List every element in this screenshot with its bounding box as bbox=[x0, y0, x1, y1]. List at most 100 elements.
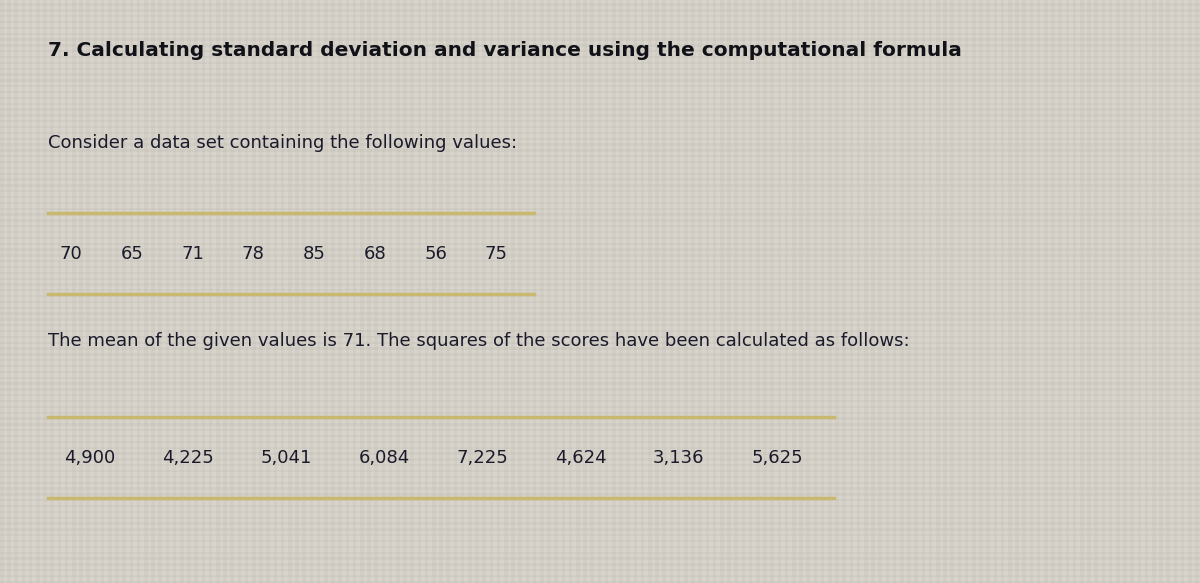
Bar bbox=[202, 0, 205, 583]
Bar bbox=[0, 575, 1200, 577]
Bar bbox=[0, 120, 1200, 122]
Bar bbox=[0, 505, 1200, 507]
Bar bbox=[677, 0, 680, 583]
Text: 70: 70 bbox=[60, 245, 83, 262]
Bar bbox=[583, 0, 587, 583]
Bar bbox=[1174, 0, 1177, 583]
Bar bbox=[0, 219, 1200, 222]
Bar bbox=[569, 0, 572, 583]
Bar bbox=[1044, 0, 1048, 583]
Bar bbox=[0, 482, 1200, 484]
Text: 65: 65 bbox=[120, 245, 143, 262]
Bar bbox=[0, 225, 1200, 227]
Bar bbox=[1102, 0, 1105, 583]
Bar bbox=[0, 493, 1200, 496]
Bar bbox=[86, 0, 90, 583]
Bar bbox=[259, 0, 263, 583]
Bar bbox=[0, 353, 1200, 356]
Bar bbox=[900, 0, 904, 583]
Bar bbox=[50, 0, 54, 583]
Bar bbox=[158, 0, 162, 583]
Bar bbox=[1109, 0, 1112, 583]
Bar bbox=[266, 0, 270, 583]
Bar bbox=[0, 155, 1200, 157]
Bar bbox=[0, 330, 1200, 332]
Text: 85: 85 bbox=[302, 245, 325, 262]
Bar bbox=[0, 38, 1200, 41]
Bar bbox=[425, 0, 428, 583]
Bar bbox=[0, 44, 1200, 47]
Bar bbox=[734, 0, 738, 583]
Bar bbox=[0, 435, 1200, 437]
Bar bbox=[0, 400, 1200, 402]
Bar bbox=[518, 0, 522, 583]
Bar bbox=[0, 73, 1200, 76]
Bar bbox=[835, 0, 839, 583]
Bar bbox=[0, 388, 1200, 391]
Bar bbox=[223, 0, 227, 583]
Bar bbox=[641, 0, 644, 583]
Bar bbox=[814, 0, 817, 583]
Bar bbox=[0, 62, 1200, 64]
Bar bbox=[0, 307, 1200, 309]
Bar bbox=[0, 342, 1200, 344]
Bar bbox=[252, 0, 256, 583]
Bar bbox=[0, 132, 1200, 134]
Text: 6,084: 6,084 bbox=[359, 449, 409, 466]
Bar bbox=[792, 0, 796, 583]
Bar bbox=[0, 312, 1200, 315]
Bar bbox=[1145, 0, 1148, 583]
Bar bbox=[0, 126, 1200, 128]
Bar bbox=[194, 0, 198, 583]
Text: 71: 71 bbox=[181, 245, 204, 262]
Bar bbox=[0, 143, 1200, 146]
Bar bbox=[511, 0, 515, 583]
Bar bbox=[0, 534, 1200, 536]
Bar bbox=[1094, 0, 1098, 583]
Bar bbox=[886, 0, 889, 583]
Text: 78: 78 bbox=[242, 245, 265, 262]
Bar bbox=[0, 9, 1200, 12]
Bar bbox=[0, 103, 1200, 105]
Bar bbox=[0, 266, 1200, 268]
Bar bbox=[446, 0, 450, 583]
Bar bbox=[0, 295, 1200, 297]
Bar bbox=[590, 0, 594, 583]
Bar bbox=[418, 0, 421, 583]
Bar bbox=[0, 557, 1200, 560]
Bar bbox=[0, 91, 1200, 93]
Bar bbox=[130, 0, 133, 583]
Bar bbox=[0, 202, 1200, 204]
Bar bbox=[0, 406, 1200, 408]
Bar bbox=[713, 0, 716, 583]
Bar bbox=[0, 546, 1200, 548]
Bar bbox=[634, 0, 637, 583]
Bar bbox=[29, 0, 32, 583]
Bar bbox=[389, 0, 392, 583]
Text: The mean of the given values is 71. The squares of the scores have been calculat: The mean of the given values is 71. The … bbox=[48, 332, 910, 350]
Bar bbox=[187, 0, 191, 583]
Bar bbox=[0, 27, 1200, 29]
Bar bbox=[799, 0, 803, 583]
Bar bbox=[0, 324, 1200, 326]
Bar bbox=[0, 97, 1200, 99]
Bar bbox=[562, 0, 565, 583]
Bar bbox=[943, 0, 947, 583]
Bar bbox=[0, 190, 1200, 192]
Bar bbox=[1195, 0, 1199, 583]
Bar bbox=[0, 365, 1200, 367]
Bar bbox=[821, 0, 824, 583]
Bar bbox=[1116, 0, 1120, 583]
Bar bbox=[871, 0, 875, 583]
Bar bbox=[0, 0, 4, 583]
Bar bbox=[850, 0, 853, 583]
Bar bbox=[317, 0, 320, 583]
Bar bbox=[1159, 0, 1163, 583]
Bar bbox=[0, 237, 1200, 239]
Bar bbox=[936, 0, 940, 583]
Bar bbox=[648, 0, 652, 583]
Bar bbox=[360, 0, 364, 583]
Bar bbox=[1138, 0, 1141, 583]
Bar bbox=[0, 412, 1200, 414]
Bar bbox=[0, 15, 1200, 17]
